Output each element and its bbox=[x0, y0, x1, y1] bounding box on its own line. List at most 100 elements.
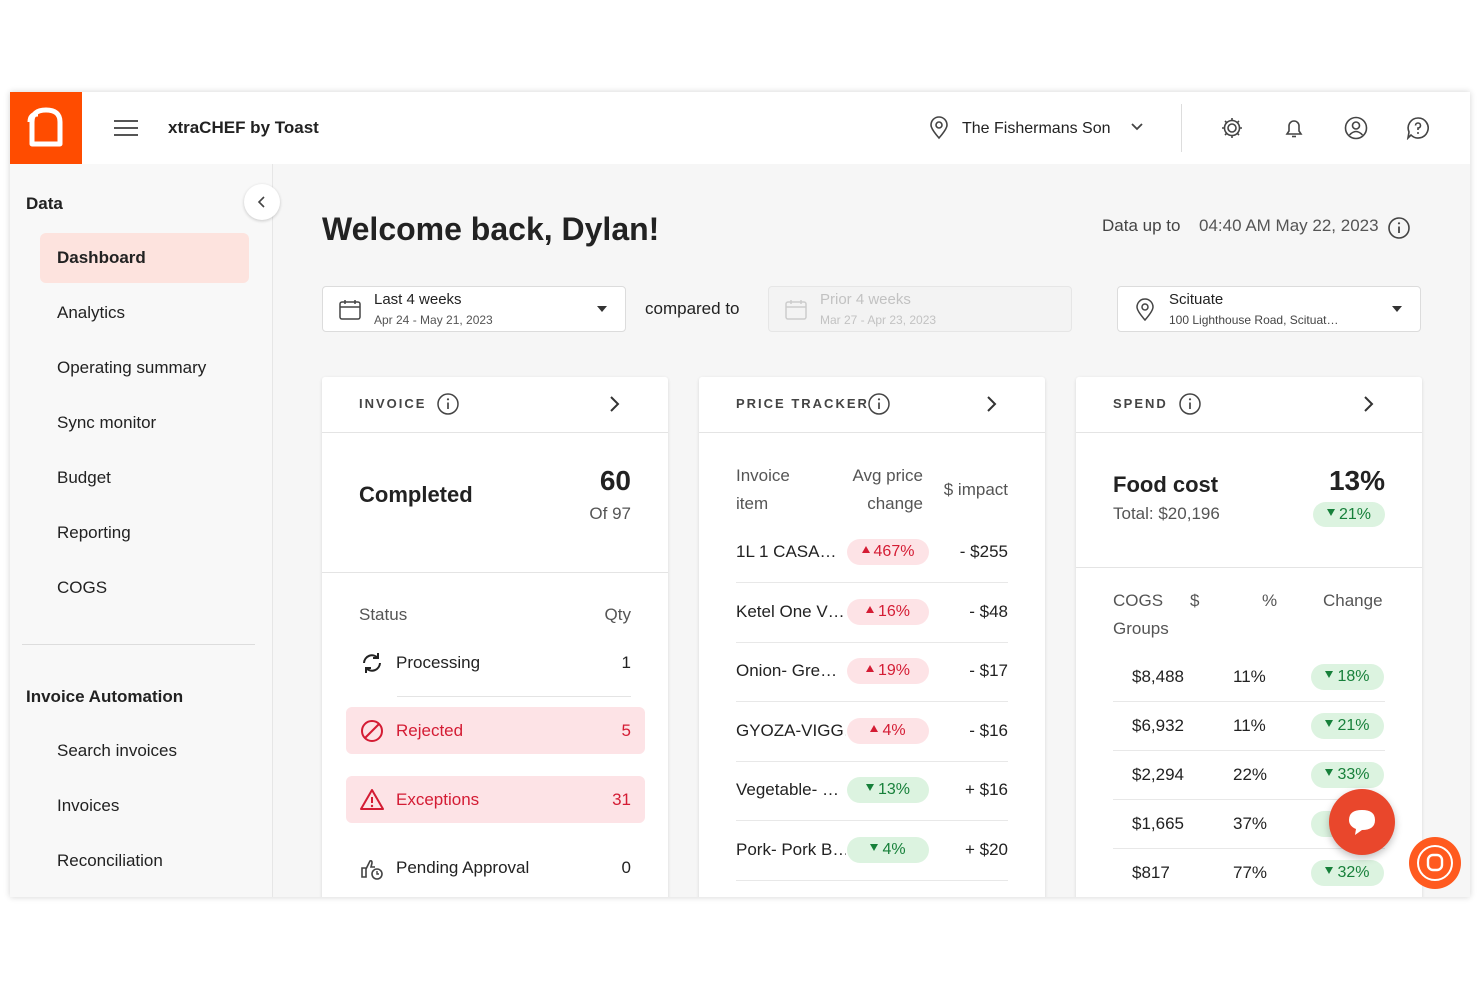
menu-button[interactable] bbox=[113, 116, 139, 140]
dropdown-caret bbox=[1392, 306, 1402, 312]
card-title: PRICE TRACKER bbox=[736, 396, 869, 411]
price-row: Vegetable- … 13% + $16 bbox=[736, 761, 1008, 821]
card-title: INVOICE bbox=[359, 396, 427, 411]
cogs-row: $2,294 22% 33% bbox=[1113, 751, 1385, 800]
nav-item[interactable]: Budget bbox=[40, 453, 249, 503]
help-icon[interactable] bbox=[1406, 116, 1430, 140]
impact-value: - $16 bbox=[969, 721, 1008, 740]
trend-arrow bbox=[861, 546, 870, 554]
notifications-icon[interactable] bbox=[1282, 116, 1306, 140]
open-card-chevron[interactable] bbox=[608, 394, 622, 414]
completed-label: Completed bbox=[359, 482, 473, 507]
nav-item[interactable]: Operating summary bbox=[40, 343, 249, 393]
open-card-chevron[interactable] bbox=[1362, 394, 1376, 414]
change-pill: 4% bbox=[847, 837, 929, 863]
card-header[interactable]: PRICE TRACKER bbox=[699, 377, 1045, 433]
status-icon bbox=[359, 787, 385, 818]
column-header: Invoice item bbox=[736, 466, 790, 513]
nav-item[interactable]: Invoices bbox=[40, 781, 249, 831]
item-name: Ketel One V… bbox=[736, 602, 845, 621]
impact-value: - $17 bbox=[969, 661, 1008, 680]
location-filter[interactable]: Scituate 100 Lighthouse Road, Scituat… bbox=[1117, 286, 1421, 332]
cogs-amount: $817 bbox=[1132, 863, 1170, 882]
card-header[interactable]: INVOICE bbox=[322, 377, 668, 433]
status-row[interactable]: Exceptions 31 bbox=[346, 776, 645, 823]
nav-label: Invoices bbox=[57, 796, 120, 815]
nav-item[interactable]: Search invoices bbox=[40, 726, 249, 776]
comparison-filter: Prior 4 weeks Mar 27 - Apr 23, 2023 bbox=[768, 286, 1072, 332]
chat-button[interactable] bbox=[1329, 789, 1395, 855]
nav-item[interactable]: COGS bbox=[40, 563, 249, 613]
trend-arrow bbox=[865, 665, 874, 673]
trend-arrow bbox=[1325, 769, 1334, 777]
status-qty: 5 bbox=[621, 721, 631, 740]
info-icon[interactable] bbox=[867, 392, 891, 416]
change-pill: 21% bbox=[1313, 502, 1385, 527]
location-name[interactable]: The Fishermans Son bbox=[962, 120, 1111, 137]
status-icon bbox=[359, 718, 385, 749]
change-pill: 21% bbox=[1311, 713, 1384, 739]
data-up-to-value: 04:40 AM May 22, 2023 bbox=[1199, 216, 1379, 235]
status-row[interactable]: Rejected 5 bbox=[346, 707, 645, 754]
account-icon[interactable] bbox=[1344, 116, 1368, 140]
open-card-chevron[interactable] bbox=[985, 394, 999, 414]
price-tracker-card: PRICE TRACKER Invoice item Avg price cha… bbox=[699, 377, 1045, 897]
card-title: SPEND bbox=[1113, 396, 1168, 411]
change-value: 21% bbox=[1337, 717, 1370, 734]
nav-label: Sync monitor bbox=[57, 413, 157, 432]
settings-icon[interactable] bbox=[1220, 116, 1244, 140]
sidebar: Data Dashboard Analytics Operating summary S… bbox=[10, 164, 273, 897]
info-icon[interactable] bbox=[436, 392, 460, 416]
divider bbox=[1076, 567, 1422, 568]
info-icon[interactable] bbox=[1387, 216, 1411, 240]
comparison-label: Prior 4 weeks bbox=[820, 291, 911, 308]
status-label: Exceptions bbox=[396, 790, 480, 809]
change-pill: 32% bbox=[1311, 860, 1384, 886]
compared-to-label: compared to bbox=[645, 299, 740, 318]
column-header: Change bbox=[1323, 591, 1383, 610]
nav-item[interactable]: Reconciliation bbox=[40, 836, 249, 886]
nav-label: Analytics bbox=[57, 303, 126, 322]
info-icon[interactable] bbox=[1178, 392, 1202, 416]
nav-item[interactable]: Dashboard bbox=[40, 233, 249, 283]
nav-label: COGS bbox=[57, 578, 108, 597]
support-button[interactable] bbox=[1409, 837, 1461, 889]
calendar-icon bbox=[339, 300, 361, 320]
collapse-sidebar-button[interactable] bbox=[244, 184, 280, 220]
location-filter-address: 100 Lighthouse Road, Scituat… bbox=[1169, 313, 1339, 327]
status-row[interactable]: Processing 1 bbox=[346, 639, 645, 697]
logo[interactable] bbox=[10, 92, 82, 164]
status-qty: 31 bbox=[612, 790, 631, 809]
nav-label: Search invoices bbox=[57, 741, 178, 760]
trend-arrow bbox=[1325, 720, 1334, 728]
greeting: Welcome back, Dylan! bbox=[322, 211, 660, 247]
row-divider bbox=[397, 696, 631, 697]
cogs-amount: $1,665 bbox=[1132, 814, 1184, 833]
status-row[interactable]: Pending Approval 0 bbox=[346, 844, 645, 891]
price-row: Ketel One V… 16% - $48 bbox=[736, 583, 1008, 643]
location-dropdown[interactable] bbox=[1130, 122, 1144, 132]
period-filter[interactable]: Last 4 weeks Apr 24 - May 21, 2023 bbox=[322, 286, 626, 332]
nav-item[interactable]: Sync monitor bbox=[40, 398, 249, 448]
impact-value: + $16 bbox=[964, 780, 1008, 799]
nav-item[interactable]: Reporting bbox=[40, 508, 249, 558]
trend-arrow bbox=[870, 725, 879, 733]
price-row: Pork- Pork B… 4% + $20 bbox=[736, 821, 1008, 881]
card-header[interactable]: SPEND bbox=[1076, 377, 1422, 433]
item-name: GYOZA-VIGG… bbox=[736, 721, 846, 740]
app-window: xtraCHEF by Toast The Fishermans Son Dat… bbox=[10, 92, 1470, 897]
change-pill: 16% bbox=[847, 599, 929, 625]
calendar-icon bbox=[785, 300, 807, 320]
trend-arrow bbox=[1326, 509, 1335, 517]
change-pill: 19% bbox=[847, 658, 929, 684]
data-up-to-label: Data up to bbox=[1102, 216, 1181, 235]
status-qty: 1 bbox=[621, 653, 631, 672]
nav-item[interactable]: Analytics bbox=[40, 288, 249, 338]
nav-label: Operating summary bbox=[57, 358, 207, 377]
trend-arrow bbox=[870, 844, 879, 852]
change-value: 33% bbox=[1337, 766, 1370, 783]
nav-label: Dashboard bbox=[57, 248, 146, 267]
period-label: Last 4 weeks bbox=[374, 291, 462, 308]
impact-value: - $48 bbox=[969, 602, 1008, 621]
